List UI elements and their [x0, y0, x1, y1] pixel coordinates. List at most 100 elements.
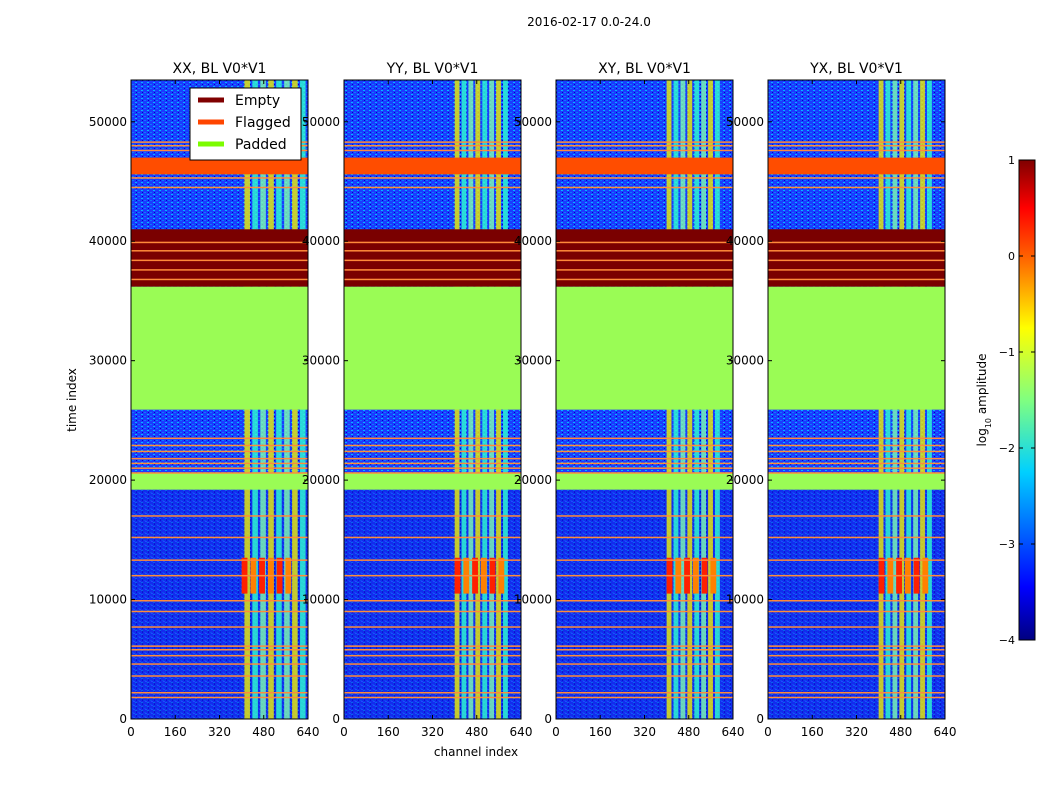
flag-line — [344, 515, 521, 517]
panel: XY, BL V0*V1 0 160 320 480 640 0 10000 20000 3000… — [514, 61, 745, 739]
flag-line — [131, 610, 308, 613]
flag-line — [344, 259, 521, 262]
flag-line — [768, 696, 945, 699]
y-tick-label: 0 — [756, 712, 764, 726]
flag-line — [768, 259, 945, 262]
flag-line — [768, 536, 945, 539]
flag-line — [131, 462, 308, 465]
flag-line — [344, 141, 521, 143]
flag-line — [131, 177, 308, 179]
flag-line — [768, 626, 945, 628]
y-tick-label: 20000 — [89, 473, 127, 487]
x-tick-label: 320 — [633, 725, 656, 739]
flag-line — [768, 278, 945, 281]
flag-line — [556, 472, 733, 474]
flag-line — [556, 691, 733, 694]
flag-line — [344, 241, 521, 244]
flag-line — [556, 457, 733, 460]
flag-line — [131, 269, 308, 271]
y-axis-label: time index — [65, 368, 79, 432]
flag-line — [344, 472, 521, 474]
flag-line — [131, 691, 308, 694]
flag-line — [131, 559, 308, 561]
y-tick-label: 10000 — [726, 593, 764, 607]
x-tick-label: 640 — [722, 725, 745, 739]
flag-line — [344, 626, 521, 628]
x-tick-label: 0 — [764, 725, 772, 739]
panel-title: XX, BL V0*V1 — [173, 61, 267, 77]
y-tick-label: 20000 — [726, 473, 764, 487]
flag-line — [556, 645, 733, 647]
flag-line — [556, 626, 733, 628]
y-tick-label: 30000 — [514, 354, 552, 368]
panel-background-low — [556, 489, 733, 719]
flag-line — [344, 645, 521, 647]
colorbar-tick-label: −1 — [999, 346, 1015, 359]
panel-title: XY, BL V0*V1 — [598, 61, 691, 77]
panel-background-low — [344, 489, 521, 719]
flag-line — [556, 600, 733, 602]
flag-line — [131, 645, 308, 647]
y-tick-label: 10000 — [514, 593, 552, 607]
flag-line — [556, 675, 733, 677]
y-tick-label: 30000 — [89, 354, 127, 368]
flag-line — [768, 648, 945, 651]
flag-line — [556, 654, 733, 657]
row-region-flagged — [344, 157, 521, 175]
flag-line — [768, 457, 945, 460]
flag-line — [131, 241, 308, 244]
flag-line — [556, 141, 733, 143]
flag-line — [131, 467, 308, 469]
x-tick-label: 0 — [552, 725, 560, 739]
flag-line — [131, 600, 308, 602]
row-region-empty — [556, 229, 733, 287]
flag-line — [768, 574, 945, 577]
legend: Empty Flagged Padded — [189, 87, 302, 161]
row-region-padded — [131, 472, 308, 490]
flag-line — [131, 457, 308, 460]
flag-line — [131, 472, 308, 474]
flag-line — [768, 186, 945, 189]
x-tick-label: 640 — [510, 725, 533, 739]
x-tick-label: 480 — [889, 725, 912, 739]
y-tick-label: 50000 — [726, 115, 764, 129]
x-axis-label: channel index — [434, 745, 518, 759]
panel: YX, BL V0*V1 0 160 320 480 640 0 10000 20000 3000… — [726, 61, 957, 739]
flag-line — [556, 610, 733, 613]
flag-line — [556, 144, 733, 147]
flag-line — [768, 144, 945, 147]
y-tick-label: 40000 — [514, 234, 552, 248]
flag-line — [131, 663, 308, 665]
flag-line — [344, 536, 521, 539]
flag-line — [344, 675, 521, 677]
flag-line — [768, 610, 945, 613]
flag-line — [768, 444, 945, 447]
flag-line — [344, 437, 521, 440]
flag-line — [556, 149, 733, 152]
flag-line — [344, 269, 521, 271]
flag-line — [556, 536, 733, 539]
row-region-empty — [344, 229, 521, 287]
y-tick-label: 20000 — [514, 473, 552, 487]
row-region-padded — [131, 286, 308, 410]
flag-line — [768, 437, 945, 440]
x-tick-label: 0 — [127, 725, 135, 739]
flag-line — [344, 177, 521, 179]
flag-line — [131, 186, 308, 189]
x-tick-label: 160 — [164, 725, 187, 739]
y-tick-label: 0 — [119, 712, 127, 726]
panel-title: YX, BL V0*V1 — [809, 61, 903, 77]
flag-line — [768, 691, 945, 694]
y-tick-label: 40000 — [726, 234, 764, 248]
colorbar-tick-label: −2 — [999, 442, 1015, 455]
chart-suptitle: 2016-02-17 0.0-24.0 — [527, 15, 651, 29]
x-tick-label: 320 — [208, 725, 231, 739]
y-tick-label: 50000 — [89, 115, 127, 129]
flag-line — [556, 574, 733, 577]
x-tick-label: 640 — [297, 725, 320, 739]
flag-line — [768, 462, 945, 465]
flag-line — [556, 269, 733, 271]
flag-line — [131, 654, 308, 657]
flag-line — [344, 691, 521, 694]
panel-background-low — [768, 489, 945, 719]
